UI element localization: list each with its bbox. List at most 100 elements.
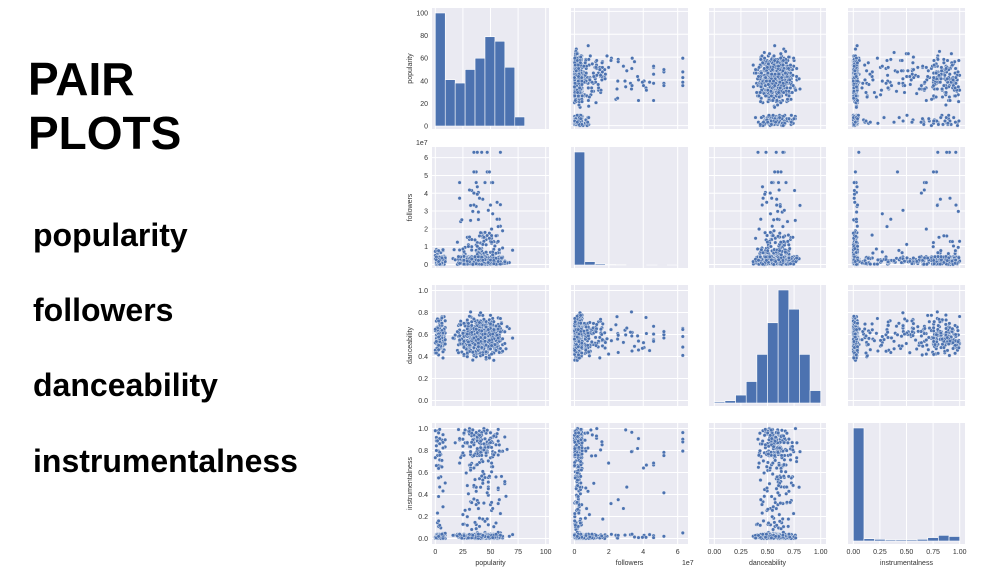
histogram-bar <box>574 151 586 266</box>
scatter-point <box>954 203 958 208</box>
scatter-point <box>644 88 649 93</box>
scatter-point <box>629 87 634 91</box>
scatter-point <box>771 233 776 238</box>
scatter-point <box>483 180 487 185</box>
scatter-point <box>474 180 479 185</box>
scatter-point <box>770 98 775 103</box>
scatter-point <box>630 83 634 88</box>
scatter-point <box>917 255 922 260</box>
scatter-point <box>939 68 944 73</box>
scatter-point <box>615 79 620 84</box>
scatter-point <box>901 119 906 123</box>
scatter-point <box>630 56 635 61</box>
scatter-point <box>487 236 492 241</box>
scatter-point <box>852 192 857 197</box>
scatter-point <box>605 53 609 58</box>
histogram-bar <box>454 82 466 127</box>
scatter-point <box>480 258 485 263</box>
scatter-point <box>661 83 666 88</box>
scatter-point <box>915 65 920 70</box>
scatter-point <box>651 72 656 77</box>
scatter-point <box>465 318 470 322</box>
panel-followers-vs-danceability <box>709 147 826 268</box>
scatter-point <box>470 209 475 214</box>
scatter-point <box>774 203 779 208</box>
scatter-point <box>510 248 515 253</box>
scatter-point <box>914 91 919 96</box>
scatter-point <box>586 115 591 120</box>
scatter-point <box>953 120 958 125</box>
scatter-point <box>931 169 936 174</box>
scatter-point <box>924 98 929 103</box>
scatter-point <box>475 184 480 189</box>
scatter-point <box>911 67 916 72</box>
scatter-point <box>793 218 798 223</box>
scatter-point <box>931 83 936 88</box>
scatter-point <box>484 355 489 360</box>
scatter-point <box>880 249 885 254</box>
scatter-point <box>935 203 940 208</box>
scatter-point <box>895 69 900 74</box>
y-scale-label: 1e7 <box>416 140 428 147</box>
scatter-point <box>587 95 592 99</box>
scatter-point <box>757 65 762 70</box>
scatter-point <box>651 98 656 103</box>
scatter-point <box>465 332 470 337</box>
scatter-point <box>615 87 619 91</box>
scatter-point <box>853 259 858 264</box>
scatter-point <box>484 250 489 255</box>
scatter-point <box>573 81 578 86</box>
scatter-point <box>932 63 937 68</box>
slide-title: PAIR PLOTS <box>28 52 181 160</box>
scatter-point <box>504 346 508 351</box>
y-tick-label: 5 <box>424 173 428 180</box>
scatter-point <box>870 251 875 256</box>
scatter-point <box>866 82 871 87</box>
scatter-point <box>502 329 507 334</box>
scatter-point <box>941 233 946 238</box>
scatter-point <box>900 76 905 81</box>
scatter-point <box>938 80 943 85</box>
scatter-point <box>476 217 481 222</box>
scatter-point <box>761 120 766 125</box>
scatter-point <box>441 247 445 252</box>
scatter-point <box>768 230 773 235</box>
scatter-point <box>865 95 870 99</box>
variable-danceability: danceability <box>33 367 218 403</box>
scatter-point <box>443 318 448 323</box>
scatter-point <box>852 64 857 69</box>
scatter-point <box>457 261 462 266</box>
scatter-point <box>635 74 640 79</box>
scatter-point <box>760 60 765 65</box>
scatter-point <box>853 47 858 52</box>
scatter-point <box>852 246 857 251</box>
scatter-point <box>886 85 890 90</box>
scatter-point <box>756 93 761 98</box>
scatter-point <box>790 90 795 95</box>
scatter-point <box>591 74 596 79</box>
scatter-point <box>758 99 763 104</box>
scatter-point <box>488 258 493 263</box>
scatter-point <box>471 317 476 321</box>
scatter-point <box>793 88 798 93</box>
scatter-point <box>787 255 791 260</box>
scatter-point <box>455 240 460 245</box>
scatter-point <box>755 247 760 251</box>
scatter-point <box>955 123 960 128</box>
scatter-point <box>787 93 791 98</box>
scatter-point <box>900 58 905 63</box>
scatter-point <box>782 208 787 213</box>
scatter-point <box>498 150 503 155</box>
scatter-point <box>938 115 943 120</box>
scatter-point <box>589 85 594 90</box>
scatter-point <box>855 116 860 121</box>
scatter-point <box>924 180 929 185</box>
scatter-point <box>868 72 872 77</box>
scatter-point <box>578 116 583 121</box>
scatter-point <box>786 242 791 247</box>
scatter-point <box>497 247 502 252</box>
scatter-point <box>855 79 860 84</box>
scatter-point <box>462 345 466 350</box>
scatter-point <box>772 43 777 48</box>
scatter-point <box>879 88 884 93</box>
